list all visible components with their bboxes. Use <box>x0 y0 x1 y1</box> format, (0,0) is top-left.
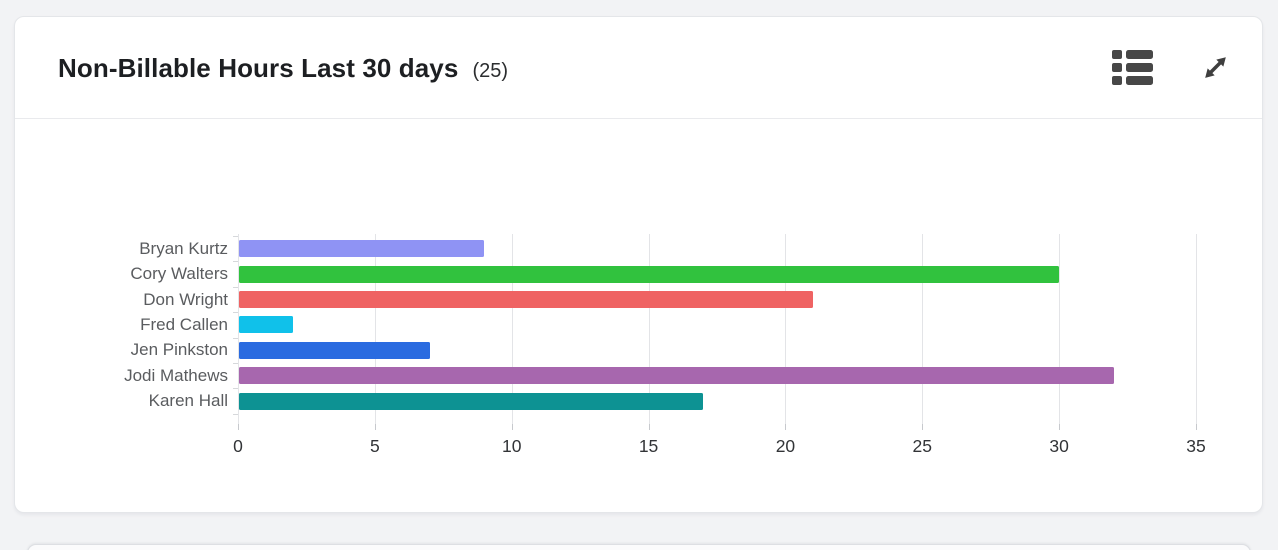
gridline-x-25 <box>922 234 924 424</box>
y-axis-label-don-wright: Don Wright <box>143 289 228 309</box>
y-axis-tick-0 <box>233 236 238 237</box>
y-axis-tick-7 <box>233 413 238 415</box>
y-axis-label-karen-hall: Karen Hall <box>148 391 228 411</box>
chart-widget-card: Non-Billable Hours Last 30 days (25) 0 5 1… <box>14 16 1263 513</box>
x-axis-label-35: 35 <box>1186 436 1206 456</box>
expand-icon[interactable] <box>1199 51 1232 84</box>
y-axis-tick-5 <box>233 363 238 364</box>
bar-don-wright[interactable] <box>239 291 813 308</box>
horizontal-bar-chart: 0 5 10 15 20 25 30 35 Bryan Kurtz Cory Walters Don… <box>15 17 1262 512</box>
x-axis-label-20: 20 <box>775 436 796 456</box>
x-axis-label-15: 15 <box>638 436 659 456</box>
bar-jen-pinkston[interactable] <box>239 341 430 359</box>
x-axis-tick-20 <box>785 424 787 430</box>
y-axis-label-jodi-mathews: Jodi Mathews <box>124 365 228 385</box>
bar-jodi-mathews[interactable] <box>239 367 1114 385</box>
gridline-x-30 <box>1059 234 1061 424</box>
y-axis-label-cory-walters: Cory Walters <box>130 264 228 284</box>
y-axis-tick-2 <box>233 286 238 288</box>
y-axis-tick-1 <box>233 261 238 263</box>
y-axis-tick-3 <box>233 312 238 314</box>
gridline-x-0 <box>238 234 239 424</box>
bar-cory-walters[interactable] <box>239 265 1060 283</box>
x-axis-tick-0 <box>238 424 239 430</box>
y-axis-label-fred-callen: Fred Callen <box>140 314 228 334</box>
x-axis-tick-25 <box>922 424 924 430</box>
next-card-top-edge <box>27 544 1251 550</box>
gridline-x-5 <box>374 234 376 424</box>
widget-header: Non-Billable Hours Last 30 days (25) <box>15 17 1262 119</box>
gridline-x-35 <box>1196 234 1197 424</box>
y-axis-tick-6 <box>233 388 238 390</box>
expand-icon-glyph <box>1205 57 1226 78</box>
gridline-x-15 <box>648 234 650 424</box>
bar-karen-hall[interactable] <box>239 392 704 410</box>
y-axis-label-jen-pinkston: Jen Pinkston <box>130 340 228 360</box>
gridline-x-10 <box>511 234 513 424</box>
x-axis-tick-10 <box>511 424 513 430</box>
x-axis-label-10: 10 <box>501 436 522 456</box>
x-axis-label-5: 5 <box>369 436 380 456</box>
record-count-badge: (25) <box>472 60 509 82</box>
x-axis-label-0: 0 <box>233 436 243 456</box>
bar-bryan-kurtz[interactable] <box>239 240 485 258</box>
bar-fred-callen[interactable] <box>239 316 293 334</box>
x-axis-label-25: 25 <box>912 436 933 456</box>
header-actions <box>1112 50 1232 85</box>
widget-title: Non-Billable Hours Last 30 days <box>58 53 459 83</box>
y-axis-tick-4 <box>233 337 238 339</box>
y-axis-label-bryan-kurtz: Bryan Kurtz <box>139 238 228 258</box>
x-axis-tick-5 <box>374 424 376 430</box>
x-axis-tick-15 <box>648 424 650 430</box>
x-axis-label-30: 30 <box>1049 436 1069 456</box>
list-view-icon-glyph <box>1112 50 1153 85</box>
x-axis-tick-35 <box>1196 424 1197 430</box>
list-view-icon[interactable] <box>1112 50 1153 85</box>
x-axis-tick-30 <box>1059 424 1061 430</box>
gridline-x-20 <box>785 234 787 424</box>
